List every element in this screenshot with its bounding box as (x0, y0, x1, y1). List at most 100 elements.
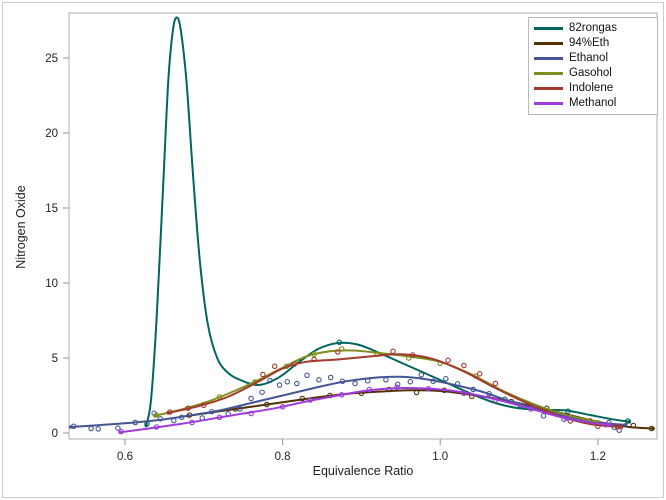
data-point (153, 424, 160, 430)
data-point (425, 386, 432, 392)
data-point (132, 419, 138, 426)
data-point (603, 422, 609, 428)
data-point (492, 380, 499, 387)
data-point (299, 395, 306, 402)
series-layer (69, 16, 655, 435)
data-point (118, 428, 124, 435)
data-point (208, 408, 215, 415)
curve-endpoint-marker (623, 423, 628, 427)
data-point (336, 339, 343, 346)
data-point (407, 378, 414, 385)
data-point (461, 390, 467, 397)
data-point (307, 397, 313, 403)
y-tick-label: 10 (45, 278, 58, 290)
data-point (185, 405, 191, 412)
legend-swatch (534, 72, 563, 75)
data-point (470, 386, 477, 393)
data-point (364, 378, 371, 384)
data-point (153, 412, 160, 418)
data-point (366, 386, 373, 393)
data-point (476, 371, 483, 377)
data-point (413, 389, 420, 396)
data-point (216, 414, 223, 421)
y-tick-label: 25 (45, 53, 58, 65)
data-point (171, 417, 177, 424)
data-point (383, 377, 389, 383)
data-point (88, 425, 94, 432)
curve-endpoint-marker (608, 423, 613, 427)
legend: 82rongas 94%Eth Ethanol Gasohol Indolene Meth… (528, 17, 658, 115)
legend-swatch (534, 87, 563, 90)
legend-item-gasohol: Gasohol (534, 66, 651, 81)
plot-area: 0.6 0.8 1.0 1.2 0 5 10 15 20 25 (45, 12, 658, 463)
data-point (528, 406, 534, 412)
series-curve (145, 16, 631, 427)
data-point (540, 413, 547, 419)
data-point (418, 372, 425, 378)
data-point (178, 414, 185, 421)
data-point (294, 380, 300, 387)
x-tick-label: 1.0 (432, 451, 448, 463)
data-point (304, 372, 310, 379)
series-curve (167, 353, 623, 428)
data-point (338, 346, 345, 352)
data-point (625, 418, 631, 424)
legend-label: Methanol (569, 97, 617, 109)
series-methanol (118, 384, 613, 435)
legend-swatch (534, 57, 563, 60)
legend-label: Indolene (569, 82, 614, 94)
data-point (157, 416, 164, 422)
plot-frame (68, 12, 658, 440)
curve-endpoint-marker (619, 425, 624, 429)
data-point (443, 375, 449, 382)
data-point (267, 377, 273, 384)
x-tick-label: 0.6 (117, 451, 133, 463)
data-point (338, 392, 345, 398)
data-point (405, 355, 412, 361)
data-point (352, 380, 358, 387)
data-point (70, 423, 77, 430)
series-94-eth (186, 386, 655, 432)
data-point (454, 381, 461, 387)
data-point (167, 409, 173, 415)
legend-label: 82rongas (569, 22, 617, 34)
series-curve (119, 386, 612, 434)
data-point (311, 356, 317, 363)
data-point (563, 415, 570, 421)
data-point (339, 378, 346, 385)
legend-label: Ethanol (569, 52, 609, 64)
legend-item-82rongas: 82rongas (534, 21, 651, 36)
y-tick-label: 20 (45, 128, 58, 140)
data-point (445, 357, 451, 364)
series-curve (153, 349, 599, 423)
data-point (279, 404, 286, 410)
data-point (430, 378, 436, 385)
x-tick-label: 0.8 (275, 451, 291, 463)
data-point (95, 426, 101, 432)
data-point (390, 348, 396, 355)
y-tick-label: 0 (52, 428, 58, 440)
data-point (565, 408, 571, 415)
legend-swatch (534, 102, 563, 105)
legend-item-ethanol: Ethanol (534, 51, 651, 66)
data-point (276, 382, 283, 388)
series-curve (69, 375, 627, 428)
data-point (327, 374, 334, 381)
data-point (259, 389, 265, 395)
data-point (409, 352, 416, 358)
data-point (260, 371, 266, 378)
data-point (614, 424, 621, 430)
data-point (115, 425, 121, 431)
data-point (648, 425, 655, 432)
legend-label: Gasohol (569, 67, 612, 79)
data-point (248, 395, 254, 402)
data-point (316, 377, 322, 383)
data-point (201, 402, 207, 409)
x-tick-label: 1.2 (590, 451, 606, 463)
data-point (630, 422, 637, 429)
data-point (492, 397, 499, 403)
x-axis-title: Equivalence Ratio (312, 464, 414, 478)
data-point (271, 363, 278, 370)
data-point (291, 361, 298, 367)
